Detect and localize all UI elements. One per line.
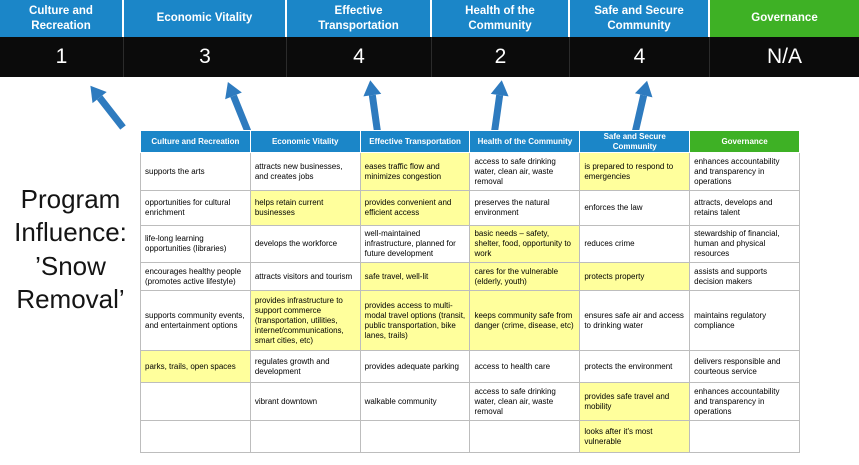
matrix-cell: enhances accountability and transparency… bbox=[689, 382, 800, 422]
matrix-row: vibrant downtown walkable community access… bbox=[140, 382, 800, 422]
matrix-cell: access to safe drinking water, clean air… bbox=[469, 152, 581, 192]
matrix-cell-highlighted: provides infrastructure to support comme… bbox=[249, 290, 361, 352]
scoreboard-header-effective-transportation: Effective Transportation bbox=[287, 0, 432, 37]
matrix-cell bbox=[359, 420, 471, 454]
matrix-header-governance: Governance bbox=[689, 129, 800, 154]
matrix-cell: enforces the law bbox=[579, 190, 691, 227]
matrix-cell-highlighted: provides access to multi-modal travel op… bbox=[359, 290, 471, 352]
scoreboard-header-governance: Governance bbox=[710, 0, 859, 37]
up-arrow-icon bbox=[225, 81, 251, 133]
matrix-cell: walkable community bbox=[359, 382, 471, 422]
matrix-cell: access to safe drinking water, clean air… bbox=[469, 382, 581, 422]
matrix-header-economic-vitality: Economic Vitality bbox=[249, 129, 361, 154]
matrix-cell-highlighted: is prepared to respond to emergencies bbox=[579, 152, 691, 192]
matrix-cell-highlighted: protects property bbox=[579, 262, 691, 292]
matrix-cell: vibrant downtown bbox=[249, 382, 361, 422]
up-arrow-icon bbox=[490, 80, 509, 134]
score-value-safe-and-secure-community: 4 bbox=[570, 37, 710, 77]
matrix-cell-highlighted: eases traffic flow and minimizes congest… bbox=[359, 152, 471, 192]
score-value-economic-vitality: 3 bbox=[124, 37, 287, 77]
matrix-cell: well-maintained infrastructure, planned … bbox=[359, 225, 471, 264]
scoreboard-header-safe-and-secure-community: Safe and Secure Community bbox=[570, 0, 710, 37]
matrix-cell: ensures safe air and access to drinking … bbox=[579, 290, 691, 352]
matrix-cell: attracts new businesses, and creates job… bbox=[249, 152, 361, 192]
matrix-header-safe-and-secure-community: Safe and Secure Community bbox=[579, 129, 691, 154]
matrix-cell: protects the environment bbox=[579, 350, 691, 384]
score-value-effective-transportation: 4 bbox=[287, 37, 432, 77]
matrix-cell: assists and supports decision makers bbox=[689, 262, 800, 292]
page-title: Program Influence: ’Snow Removal’ bbox=[14, 184, 127, 314]
matrix-header-health-of-the-community: Health of the Community bbox=[469, 129, 581, 154]
matrix-cell: stewardship of financial, human and phys… bbox=[689, 225, 800, 264]
matrix-cell-highlighted: cares for the vulnerable (elderly, youth… bbox=[469, 262, 581, 292]
score-value-health-of-the-community: 2 bbox=[432, 37, 570, 77]
matrix-row: life-long learning opportunities (librar… bbox=[140, 225, 800, 264]
matrix-cell: maintains regulatory compliance bbox=[689, 290, 800, 352]
matrix-cell: attracts visitors and tourism bbox=[249, 262, 361, 292]
matrix-row: encourages healthy people (promotes acti… bbox=[140, 262, 800, 292]
up-arrow-icon bbox=[363, 80, 382, 134]
matrix-cell-highlighted: keeps community safe from danger (crime,… bbox=[469, 290, 581, 352]
matrix-cell bbox=[140, 420, 251, 454]
scoreboard-header-culture-and-recreation: Culture and Recreation bbox=[0, 0, 124, 37]
matrix-cell: supports the arts bbox=[140, 152, 251, 192]
matrix-cell: delivers responsible and courteous servi… bbox=[689, 350, 800, 384]
matrix-cell: regulates growth and development bbox=[249, 350, 361, 384]
matrix-cell-highlighted: safe travel, well-lit bbox=[359, 262, 471, 292]
matrix-cell bbox=[689, 420, 800, 454]
matrix-row: supports the arts attracts new businesses… bbox=[140, 152, 800, 192]
scoreboard-score-band: 1 3 4 2 4 N/A bbox=[0, 37, 859, 77]
matrix-cell: supports community events, and entertain… bbox=[140, 290, 251, 352]
matrix-cell-highlighted: parks, trails, open spaces bbox=[140, 350, 251, 384]
matrix-cell-highlighted: looks after it's most vulnerable bbox=[579, 420, 691, 454]
matrix-cell bbox=[249, 420, 361, 454]
matrix-row: looks after it's most vulnerable bbox=[140, 420, 800, 454]
matrix-cell: access to health care bbox=[469, 350, 581, 384]
matrix-cell bbox=[469, 420, 581, 454]
matrix-cell bbox=[140, 382, 251, 422]
scoreboard-header-economic-vitality: Economic Vitality bbox=[124, 0, 287, 37]
matrix-cell: encourages healthy people (promotes acti… bbox=[140, 262, 251, 292]
matrix-cell: opportunities for cultural enrichment bbox=[140, 190, 251, 227]
matrix-cell-highlighted: helps retain current businesses bbox=[249, 190, 361, 227]
matrix-cell: attracts, develops and retains talent bbox=[689, 190, 800, 227]
arrows-layer bbox=[90, 80, 653, 134]
score-value-culture-and-recreation: 1 bbox=[0, 37, 124, 77]
matrix-header-row: Culture and Recreation Economic Vitality E… bbox=[140, 129, 800, 154]
influence-matrix: Culture and Recreation Economic Vitality E… bbox=[140, 129, 800, 454]
matrix-cell: reduces crime bbox=[579, 225, 691, 264]
score-value-governance: N/A bbox=[766, 45, 802, 68]
matrix-row: parks, trails, open spaces regulates grow… bbox=[140, 350, 800, 384]
scoreboard-header-health-of-the-community: Health of the Community bbox=[432, 0, 570, 37]
matrix-header-effective-transportation: Effective Transportation bbox=[359, 129, 471, 154]
matrix-cell: enhances accountability and transparency… bbox=[689, 152, 800, 192]
matrix-cell-highlighted: basic needs – safety, shelter, food, opp… bbox=[469, 225, 581, 264]
scoreboard-header-row: Culture and Recreation Economic Vitality E… bbox=[0, 0, 859, 37]
matrix-cell: life-long learning opportunities (librar… bbox=[140, 225, 251, 264]
matrix-header-culture-and-recreation: Culture and Recreation bbox=[140, 129, 251, 154]
up-arrow-icon bbox=[631, 80, 653, 134]
matrix-cell-highlighted: provides safe travel and mobility bbox=[579, 382, 691, 422]
matrix-cell-highlighted: provides convenient and efficient access bbox=[359, 190, 471, 227]
up-arrow-icon bbox=[90, 85, 126, 130]
matrix-cell: develops the workforce bbox=[249, 225, 361, 264]
matrix-cell: preserves the natural environment bbox=[469, 190, 581, 227]
matrix-row: supports community events, and entertain… bbox=[140, 290, 800, 352]
matrix-cell: provides adequate parking bbox=[359, 350, 471, 384]
matrix-row: opportunities for cultural enrichment hel… bbox=[140, 190, 800, 227]
